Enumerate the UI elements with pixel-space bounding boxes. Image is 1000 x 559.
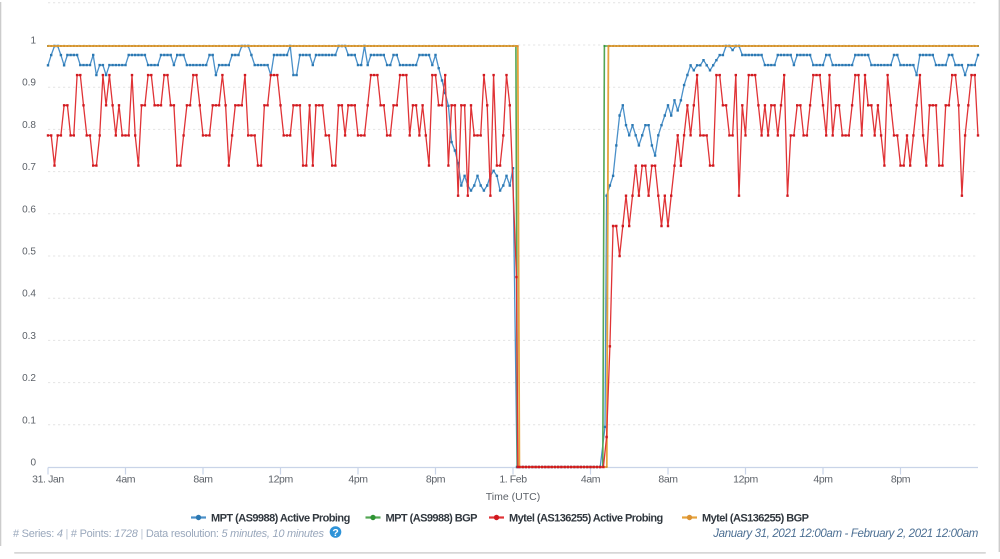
svg-text:8pm: 8pm <box>426 474 446 486</box>
svg-text:8pm: 8pm <box>891 474 911 486</box>
svg-text:8am: 8am <box>658 474 678 486</box>
svg-text:31. Jan: 31. Jan <box>32 474 64 486</box>
svg-text:Mytel (AS136255) Active Probin: Mytel (AS136255) Active Probing <box>509 513 663 525</box>
svg-text:1. Feb: 1. Feb <box>499 474 527 486</box>
svg-text:0.7: 0.7 <box>22 162 36 173</box>
svg-text:0.9: 0.9 <box>22 78 36 89</box>
svg-text:4am: 4am <box>581 474 601 486</box>
svg-text:12pm: 12pm <box>268 474 293 486</box>
svg-text:8am: 8am <box>193 474 213 486</box>
svg-text:MPT (AS9988) Active Probing: MPT (AS9988) Active Probing <box>211 513 350 525</box>
svg-text:0.1: 0.1 <box>22 415 36 426</box>
svg-text:# Series: 4 | # Points: 1728 |: # Series: 4 | # Points: 1728 | Data reso… <box>13 528 324 540</box>
svg-text:4am: 4am <box>116 474 136 486</box>
svg-text:0.8: 0.8 <box>22 120 36 131</box>
svg-text:0: 0 <box>30 458 36 469</box>
svg-text:12pm: 12pm <box>733 474 758 486</box>
svg-text:4pm: 4pm <box>348 474 368 486</box>
svg-text:January 31, 2021 12:00am - Feb: January 31, 2021 12:00am - February 2, 2… <box>712 528 978 540</box>
svg-text:Time (UTC): Time (UTC) <box>486 491 540 503</box>
svg-text:Mytel (AS136255) BGP: Mytel (AS136255) BGP <box>702 513 809 525</box>
svg-text:0.5: 0.5 <box>22 247 36 258</box>
svg-text:1: 1 <box>30 36 36 47</box>
svg-text:MPT (AS9988) BGP: MPT (AS9988) BGP <box>386 513 478 525</box>
svg-text:0.4: 0.4 <box>22 289 36 300</box>
svg-text:0.3: 0.3 <box>22 331 36 342</box>
svg-text:4pm: 4pm <box>813 474 833 486</box>
svg-text:0.2: 0.2 <box>22 373 36 384</box>
svg-text:0.6: 0.6 <box>22 204 36 215</box>
svg-text:?: ? <box>332 527 338 539</box>
